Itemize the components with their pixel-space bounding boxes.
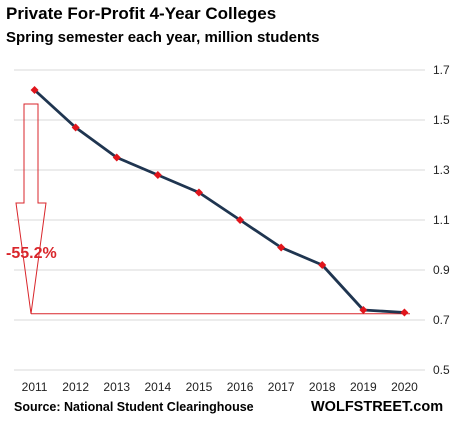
data-point-marker [194,188,203,197]
x-axis-ticks: 2011 2012 2013 2014 2015 2016 2017 2018 2019 2020 [22,380,418,394]
data-point-marker [30,86,39,94]
x-tick-label: 2018 [309,380,336,394]
x-tick-label: 2019 [350,380,377,394]
data-point-marker [153,171,162,179]
data-point-marker [71,123,80,132]
decline-percent-label: -55.2% [6,245,57,262]
source-note: Source: National Student Clearinghouse [14,400,254,414]
data-point-marker [236,216,245,224]
x-tick-label: 2011 [22,380,48,394]
y-tick-label: 1.5 [433,113,450,127]
series-line [33,88,405,314]
x-tick-label: 2020 [391,380,418,394]
decline-annotation: -55.2% [6,103,410,315]
x-tick-label: 2016 [227,380,254,394]
y-axis-ticks: 1.7 1.5 1.3 1.1 0.9 0.7 0.5 [433,63,450,377]
gridlines [14,69,425,371]
series-markers [30,86,409,317]
y-tick-label: 0.7 [433,313,450,327]
data-point-marker [359,306,368,314]
chart-title: Private For-Profit 4-Year Colleges [6,4,277,23]
y-tick-label: 0.9 [433,263,450,277]
y-tick-label: 1.7 [433,63,450,77]
x-tick-label: 2017 [268,380,295,394]
data-point-marker [400,308,409,317]
brand-logo-text: WOLFSTREET.com [311,399,444,415]
x-tick-label: 2013 [103,380,130,394]
decline-arrow [15,103,47,314]
data-point-marker [277,243,286,252]
chart-subtitle: Spring semester each year, million stude… [6,29,320,46]
data-point-marker [112,153,121,162]
y-tick-label: 1.1 [433,213,450,227]
y-tick-label: 1.3 [433,163,450,177]
x-tick-label: 2014 [144,380,171,394]
series-line-path [33,88,405,314]
x-tick-label: 2012 [62,380,89,394]
data-point-marker [318,261,327,269]
y-tick-label: 0.5 [433,363,450,377]
x-tick-label: 2015 [186,380,213,394]
